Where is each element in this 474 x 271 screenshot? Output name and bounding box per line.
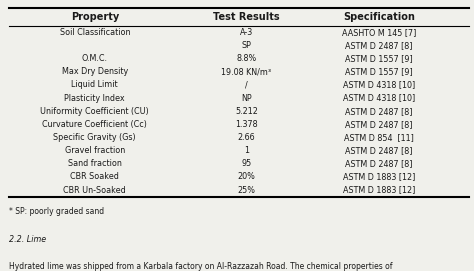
Text: 2.66: 2.66	[237, 133, 255, 142]
Text: SP: SP	[242, 41, 251, 50]
Text: 19.08 KN/m³: 19.08 KN/m³	[221, 67, 272, 76]
Text: Uniformity Coefficient (CU): Uniformity Coefficient (CU)	[40, 107, 149, 116]
Text: Sand fraction: Sand fraction	[68, 159, 122, 168]
Text: Liquid Limit: Liquid Limit	[72, 80, 118, 89]
Text: ASTM D 2487 [8]: ASTM D 2487 [8]	[346, 120, 413, 129]
Text: ASTM D 1883 [12]: ASTM D 1883 [12]	[343, 186, 415, 195]
Text: Plasticity Index: Plasticity Index	[64, 93, 125, 102]
Text: Max Dry Density: Max Dry Density	[62, 67, 128, 76]
Text: 5.212: 5.212	[235, 107, 258, 116]
Text: CBR Un-Soaked: CBR Un-Soaked	[64, 186, 126, 195]
Text: 95: 95	[241, 159, 252, 168]
Text: * SP: poorly graded sand: * SP: poorly graded sand	[9, 208, 105, 217]
Text: 1: 1	[244, 146, 249, 155]
Text: ASTM D 2487 [8]: ASTM D 2487 [8]	[346, 107, 413, 116]
Text: O.M.C.: O.M.C.	[82, 54, 108, 63]
Text: ASTM D 2487 [8]: ASTM D 2487 [8]	[346, 41, 413, 50]
Text: Soil Classification: Soil Classification	[60, 28, 130, 37]
Text: 1.378: 1.378	[235, 120, 258, 129]
Text: Specific Gravity (Gs): Specific Gravity (Gs)	[54, 133, 136, 142]
Text: 20%: 20%	[237, 172, 255, 181]
Text: ASTM D 2487 [8]: ASTM D 2487 [8]	[346, 146, 413, 155]
Text: NP: NP	[241, 93, 252, 102]
Text: Curvature Coefficient (Cc): Curvature Coefficient (Cc)	[42, 120, 147, 129]
Text: AASHTO M 145 [7]: AASHTO M 145 [7]	[342, 28, 416, 37]
Text: ASTM D 4318 [10]: ASTM D 4318 [10]	[343, 80, 415, 89]
Text: 25%: 25%	[237, 186, 255, 195]
Text: ASTM D 4318 [10]: ASTM D 4318 [10]	[343, 93, 415, 102]
Text: Gravel fraction: Gravel fraction	[64, 146, 125, 155]
Text: 8.8%: 8.8%	[237, 54, 256, 63]
Text: ASTM D 2487 [8]: ASTM D 2487 [8]	[346, 159, 413, 168]
Text: A-3: A-3	[240, 28, 253, 37]
Text: ASTM D 1557 [9]: ASTM D 1557 [9]	[346, 67, 413, 76]
Text: ASTM D 1883 [12]: ASTM D 1883 [12]	[343, 172, 415, 181]
Text: Specification: Specification	[343, 12, 415, 22]
Text: Property: Property	[71, 12, 119, 22]
Text: CBR Soaked: CBR Soaked	[70, 172, 119, 181]
Text: Hydrated lime was shipped from a Karbala factory on Al-Razzazah Road. The chemic: Hydrated lime was shipped from a Karbala…	[9, 262, 393, 271]
Text: Test Results: Test Results	[213, 12, 280, 22]
Text: 2.2. Lime: 2.2. Lime	[9, 235, 46, 244]
Text: /: /	[245, 80, 248, 89]
Text: ASTM D 854  [11]: ASTM D 854 [11]	[344, 133, 414, 142]
Text: ASTM D 1557 [9]: ASTM D 1557 [9]	[346, 54, 413, 63]
